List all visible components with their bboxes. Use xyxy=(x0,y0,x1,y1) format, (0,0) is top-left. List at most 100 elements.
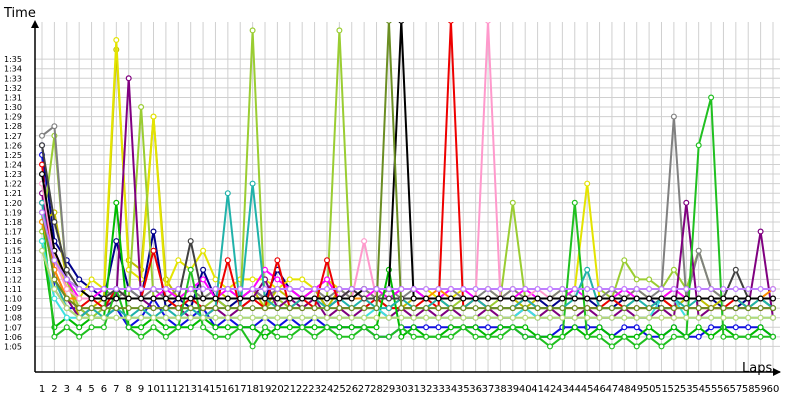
data-point xyxy=(423,324,430,331)
data-point xyxy=(708,94,715,101)
data-point xyxy=(162,333,169,340)
data-point xyxy=(88,286,95,293)
data-point xyxy=(187,286,194,293)
data-point xyxy=(423,305,430,312)
x-tick-label: 15 xyxy=(209,384,222,395)
data-point xyxy=(224,305,231,312)
x-tick-label: 49 xyxy=(630,384,643,395)
series-20 xyxy=(38,209,776,293)
data-point xyxy=(769,305,776,312)
y-tick-label: 1:15 xyxy=(4,247,22,256)
y-tick-label: 1:34 xyxy=(4,65,22,74)
data-point xyxy=(720,295,727,302)
data-point xyxy=(200,266,207,273)
data-point xyxy=(447,314,454,321)
data-point xyxy=(633,314,640,321)
data-point xyxy=(745,305,752,312)
data-point xyxy=(447,305,454,312)
data-point xyxy=(584,305,591,312)
data-point xyxy=(336,314,343,321)
data-point xyxy=(633,305,640,312)
data-point xyxy=(695,142,702,149)
data-point xyxy=(708,333,715,340)
x-tick-label: 26 xyxy=(345,384,358,395)
data-point xyxy=(224,295,231,302)
x-tick-label: 43 xyxy=(556,384,569,395)
data-point xyxy=(51,333,58,340)
data-point xyxy=(51,286,58,293)
data-point xyxy=(200,314,207,321)
data-point xyxy=(100,324,107,331)
data-point xyxy=(162,324,169,331)
data-point xyxy=(237,305,244,312)
data-point xyxy=(633,343,640,350)
data-point xyxy=(621,257,628,264)
x-tick-label: 37 xyxy=(482,384,495,395)
data-point xyxy=(546,343,553,350)
data-point xyxy=(200,295,207,302)
data-point xyxy=(38,209,45,216)
data-point xyxy=(757,314,764,321)
data-point xyxy=(398,286,405,293)
x-tick-label: 53 xyxy=(680,384,693,395)
y-tick-label: 1:26 xyxy=(4,141,22,150)
data-point xyxy=(249,314,256,321)
data-point xyxy=(113,314,120,321)
x-tick-label: 12 xyxy=(172,384,185,395)
data-point xyxy=(423,286,430,293)
data-point xyxy=(435,295,442,302)
y-tick-label: 1:30 xyxy=(4,103,22,112)
data-point xyxy=(447,286,454,293)
data-point xyxy=(435,314,442,321)
data-point xyxy=(447,333,454,340)
data-point xyxy=(596,314,603,321)
data-point xyxy=(745,314,752,321)
data-point xyxy=(324,276,331,283)
y-tick-label: 1:13 xyxy=(4,266,22,275)
x-tick-label: 7 xyxy=(113,384,119,395)
data-point xyxy=(658,343,665,350)
data-point xyxy=(571,286,578,293)
data-point xyxy=(534,286,541,293)
data-point xyxy=(497,324,504,331)
data-point xyxy=(175,314,182,321)
data-point xyxy=(571,295,578,302)
data-point xyxy=(534,333,541,340)
data-point xyxy=(162,286,169,293)
data-point xyxy=(286,286,293,293)
data-point xyxy=(262,286,269,293)
data-point xyxy=(608,343,615,350)
data-point xyxy=(720,314,727,321)
data-point xyxy=(88,314,95,321)
data-point xyxy=(608,314,615,321)
data-point xyxy=(646,324,653,331)
data-point xyxy=(324,324,331,331)
data-point xyxy=(435,324,442,331)
data-point xyxy=(224,333,231,340)
data-point xyxy=(150,314,157,321)
x-tick-label: 35 xyxy=(457,384,470,395)
data-point xyxy=(125,314,132,321)
data-point xyxy=(658,286,665,293)
x-tick-label: 16 xyxy=(221,384,234,395)
data-point xyxy=(385,314,392,321)
data-point xyxy=(472,295,479,302)
x-tick-label: 2 xyxy=(51,384,57,395)
data-point xyxy=(646,286,653,293)
data-point xyxy=(88,305,95,312)
data-point xyxy=(63,305,70,312)
data-point xyxy=(720,286,727,293)
data-point xyxy=(286,333,293,340)
data-point xyxy=(336,286,343,293)
data-point xyxy=(286,295,293,302)
data-point xyxy=(745,333,752,340)
data-point xyxy=(175,295,182,302)
data-point xyxy=(497,305,504,312)
y-tick-label: 1:17 xyxy=(4,228,22,237)
data-point xyxy=(745,295,752,302)
data-point xyxy=(274,314,281,321)
data-point xyxy=(423,295,430,302)
data-point xyxy=(423,333,430,340)
data-point xyxy=(472,324,479,331)
